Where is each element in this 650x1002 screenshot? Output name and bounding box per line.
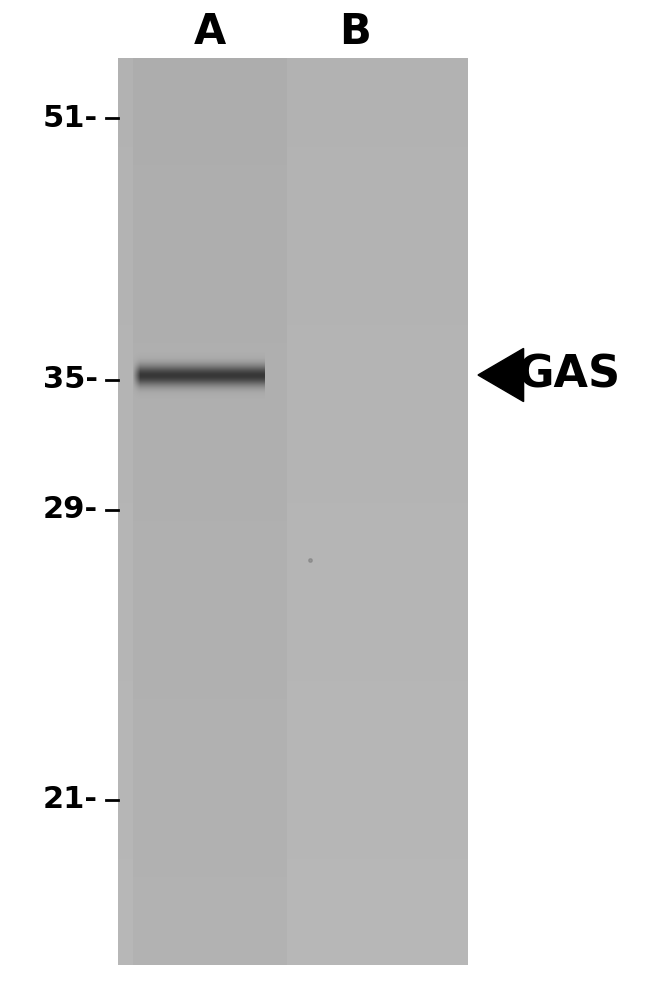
Text: 35-: 35- [43,366,98,395]
Text: 51-: 51- [43,103,98,132]
Text: 21-: 21- [43,786,98,815]
Text: A: A [194,11,226,53]
Text: 29-: 29- [43,496,98,524]
Text: GAS: GAS [518,354,621,397]
Text: B: B [339,11,371,53]
Polygon shape [478,349,524,402]
